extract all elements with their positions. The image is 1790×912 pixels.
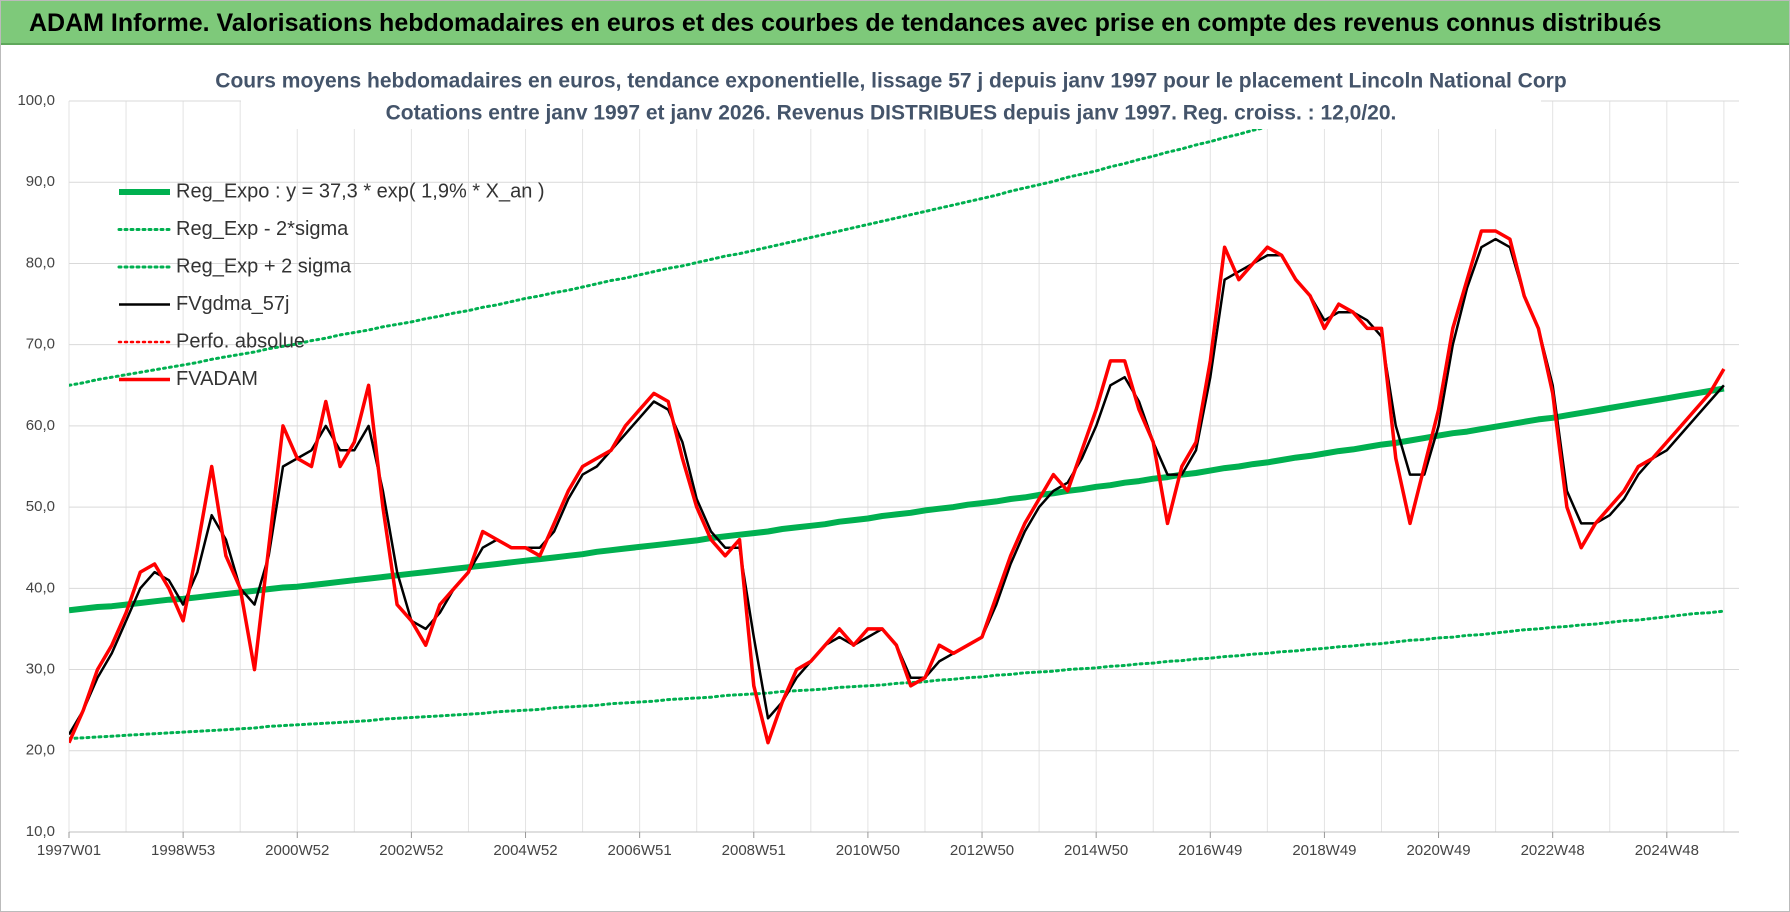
y-tick-label: 20,0 <box>26 742 55 759</box>
series-line <box>69 609 1726 741</box>
x-tick-label: 2010W50 <box>836 842 900 859</box>
x-tick-label: 2000W52 <box>265 842 329 859</box>
chart-title: Cours moyens hebdomadaires en euros, ten… <box>215 70 1566 93</box>
series-line <box>69 385 1725 614</box>
y-tick-label: 70,0 <box>26 336 55 353</box>
legend-label: FVADAM <box>176 368 258 390</box>
legend: Reg_Expo : y = 37,3 * exp( 1,9% * X_an )… <box>117 180 545 390</box>
y-tick-label: 10,0 <box>26 823 55 840</box>
title-box <box>241 65 1541 129</box>
chart-subtitle: Cotations entre janv 1997 et janv 2026. … <box>386 102 1397 125</box>
header-title: ADAM Informe. Valorisations hebdomadaire… <box>29 9 1662 37</box>
y-tick-label: 100,0 <box>17 92 55 109</box>
y-tick-label: 80,0 <box>26 254 55 271</box>
x-tick-label: 2006W51 <box>608 842 672 859</box>
series-line <box>69 101 1373 387</box>
legend-label: Reg_Exp - 2*sigma <box>176 218 349 240</box>
y-tick-label: 60,0 <box>26 417 55 434</box>
y-tick-label: 50,0 <box>26 498 55 515</box>
legend-label: FVgdma_57j <box>176 293 289 315</box>
x-tick-label: 2020W49 <box>1406 842 1470 859</box>
x-tick-label: 1997W01 <box>37 842 101 859</box>
x-tick-label: 2016W49 <box>1178 842 1242 859</box>
x-tick-label: 1998W53 <box>151 842 215 859</box>
legend-label: Reg_Expo : y = 37,3 * exp( 1,9% * X_an ) <box>176 180 545 202</box>
x-tick-label: 2002W52 <box>379 842 443 859</box>
header: ADAM Informe. Valorisations hebdomadaire… <box>1 1 1789 45</box>
y-tick-label: 40,0 <box>26 579 55 596</box>
series-line <box>69 237 1725 736</box>
series-line <box>69 229 1726 745</box>
x-tick-label: 2014W50 <box>1064 842 1128 859</box>
x-tick-label: 2008W51 <box>722 842 786 859</box>
grid: 10,0 20,0 30,0 40,0 50,0 60,0 70,0 80,0 90,0 100,… <box>17 92 1739 859</box>
chart: 10,0 20,0 30,0 40,0 50,0 60,0 70,0 80,0 90,0 100,… <box>17 65 1739 859</box>
x-tick-label: 2024W48 <box>1635 842 1699 859</box>
x-tick-label: 2018W49 <box>1292 842 1356 859</box>
legend-label: Perfo. absolue <box>176 330 305 352</box>
legend-label: Reg_Exp + 2 sigma <box>176 255 352 277</box>
x-tick-label: 2012W50 <box>950 842 1014 859</box>
y-tick-label: 90,0 <box>26 173 55 190</box>
y-tick-label: 30,0 <box>26 661 55 678</box>
x-tick-label: 2004W52 <box>493 842 557 859</box>
x-tick-label: 2022W48 <box>1521 842 1585 859</box>
plot <box>69 101 1726 745</box>
